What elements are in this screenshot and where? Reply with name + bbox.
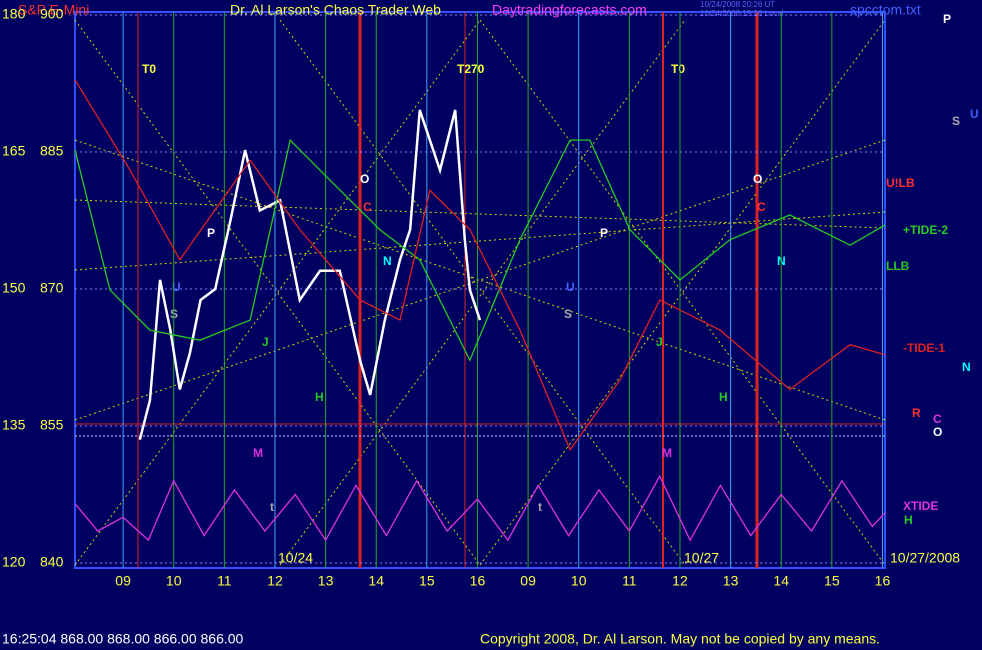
x-tick-label: 16: [470, 573, 486, 589]
annotation: R: [912, 406, 921, 420]
geometry-lines: [74, 12, 886, 568]
x-tick-label: 13: [318, 573, 334, 589]
annotation: U!LB: [886, 176, 915, 190]
date-label: 10/24: [278, 550, 313, 566]
annotation: S: [952, 114, 960, 128]
x-tick-label: 09: [115, 573, 131, 589]
chart-subtitle: Dr. Al Larson's Chaos Trader Web: [230, 2, 441, 18]
x-tick-label: 11: [217, 573, 232, 589]
y-tick-label: 900: [40, 6, 64, 22]
y2-tick-label: 135: [2, 417, 26, 433]
x-tick-label: 09: [520, 573, 536, 589]
annotation: T0: [671, 62, 685, 76]
series-line: [138, 109, 482, 441]
y-tick-label: 855: [40, 417, 64, 433]
file-name: spcctom.txt: [850, 2, 921, 18]
annotation: P: [943, 12, 951, 26]
annotation: O: [360, 172, 369, 186]
annotation: LLB: [886, 259, 910, 273]
copyright: Copyright 2008, Dr. Al Larson. May not b…: [480, 631, 880, 647]
annotation: H: [719, 390, 728, 404]
annotation: S: [564, 307, 572, 321]
x-tick-label: 12: [267, 573, 283, 589]
y2-tick-label: 120: [2, 554, 26, 570]
date-label: 10/27/2008: [890, 550, 960, 566]
annotation: P: [207, 226, 215, 240]
timestamp: 10/24/2008 20:26 UT: [700, 0, 775, 9]
annotation: M: [253, 446, 263, 460]
annotation: C: [363, 200, 372, 214]
y-tick-label: 885: [40, 143, 64, 159]
y2-tick-label: 180: [2, 6, 26, 22]
series-line: [74, 138, 886, 362]
x-tick-label: 15: [824, 573, 840, 589]
chart-title: S&P E-Mini: [18, 2, 89, 18]
x-tick-label: 14: [773, 573, 789, 589]
annotation: P: [600, 226, 608, 240]
y-tick-label: 870: [40, 280, 64, 296]
x-tick-label: 15: [419, 573, 435, 589]
site-name: Daytradingforecasts.com: [492, 2, 647, 18]
y2-tick-label: 165: [2, 143, 26, 159]
annotation: N: [962, 360, 971, 374]
series-label: XTIDE: [903, 499, 938, 513]
y2-tick-label: 150: [2, 280, 26, 296]
annotation: T270: [457, 62, 485, 76]
series-label: +TIDE-2: [903, 223, 948, 237]
y-tick-label: 840: [40, 554, 64, 570]
annotation: U: [566, 280, 575, 294]
annotation: J: [656, 335, 663, 349]
annotation: N: [383, 254, 392, 268]
x-tick-label: 10: [166, 573, 182, 589]
annotation: U: [970, 107, 979, 121]
x-tick-label: 14: [368, 573, 384, 589]
date-label: 10/27: [684, 550, 719, 566]
annotation: H: [904, 513, 913, 527]
timestamp: 10/24/2008 15:26 Local: [700, 9, 784, 18]
annotation: O: [753, 172, 762, 186]
x-tick-label: 16: [875, 573, 891, 589]
status-bar: 16:25:04 868.00 868.00 866.00 866.00: [2, 631, 244, 647]
x-tick-label: 12: [672, 573, 688, 589]
annotation: H: [315, 390, 324, 404]
series-line: [74, 79, 886, 452]
annotation: T0: [142, 62, 156, 76]
annotation: C: [933, 412, 942, 426]
annotation: M: [662, 446, 672, 460]
annotation: C: [757, 200, 766, 214]
series-line: [74, 474, 886, 542]
series-label: -TIDE-1: [903, 341, 945, 355]
x-tick-label: 11: [622, 573, 637, 589]
annotation: J: [262, 335, 269, 349]
annotation: O: [933, 425, 942, 439]
annotations: T0 T270 T0 O C P N U S J H M t O C P N U…: [142, 12, 979, 527]
annotation: t: [538, 500, 542, 514]
x-tick-label: 10: [571, 573, 587, 589]
annotation: t: [270, 500, 274, 514]
x-tick-label: 13: [723, 573, 739, 589]
annotation: U: [172, 280, 181, 294]
plot-frame: [74, 11, 886, 569]
